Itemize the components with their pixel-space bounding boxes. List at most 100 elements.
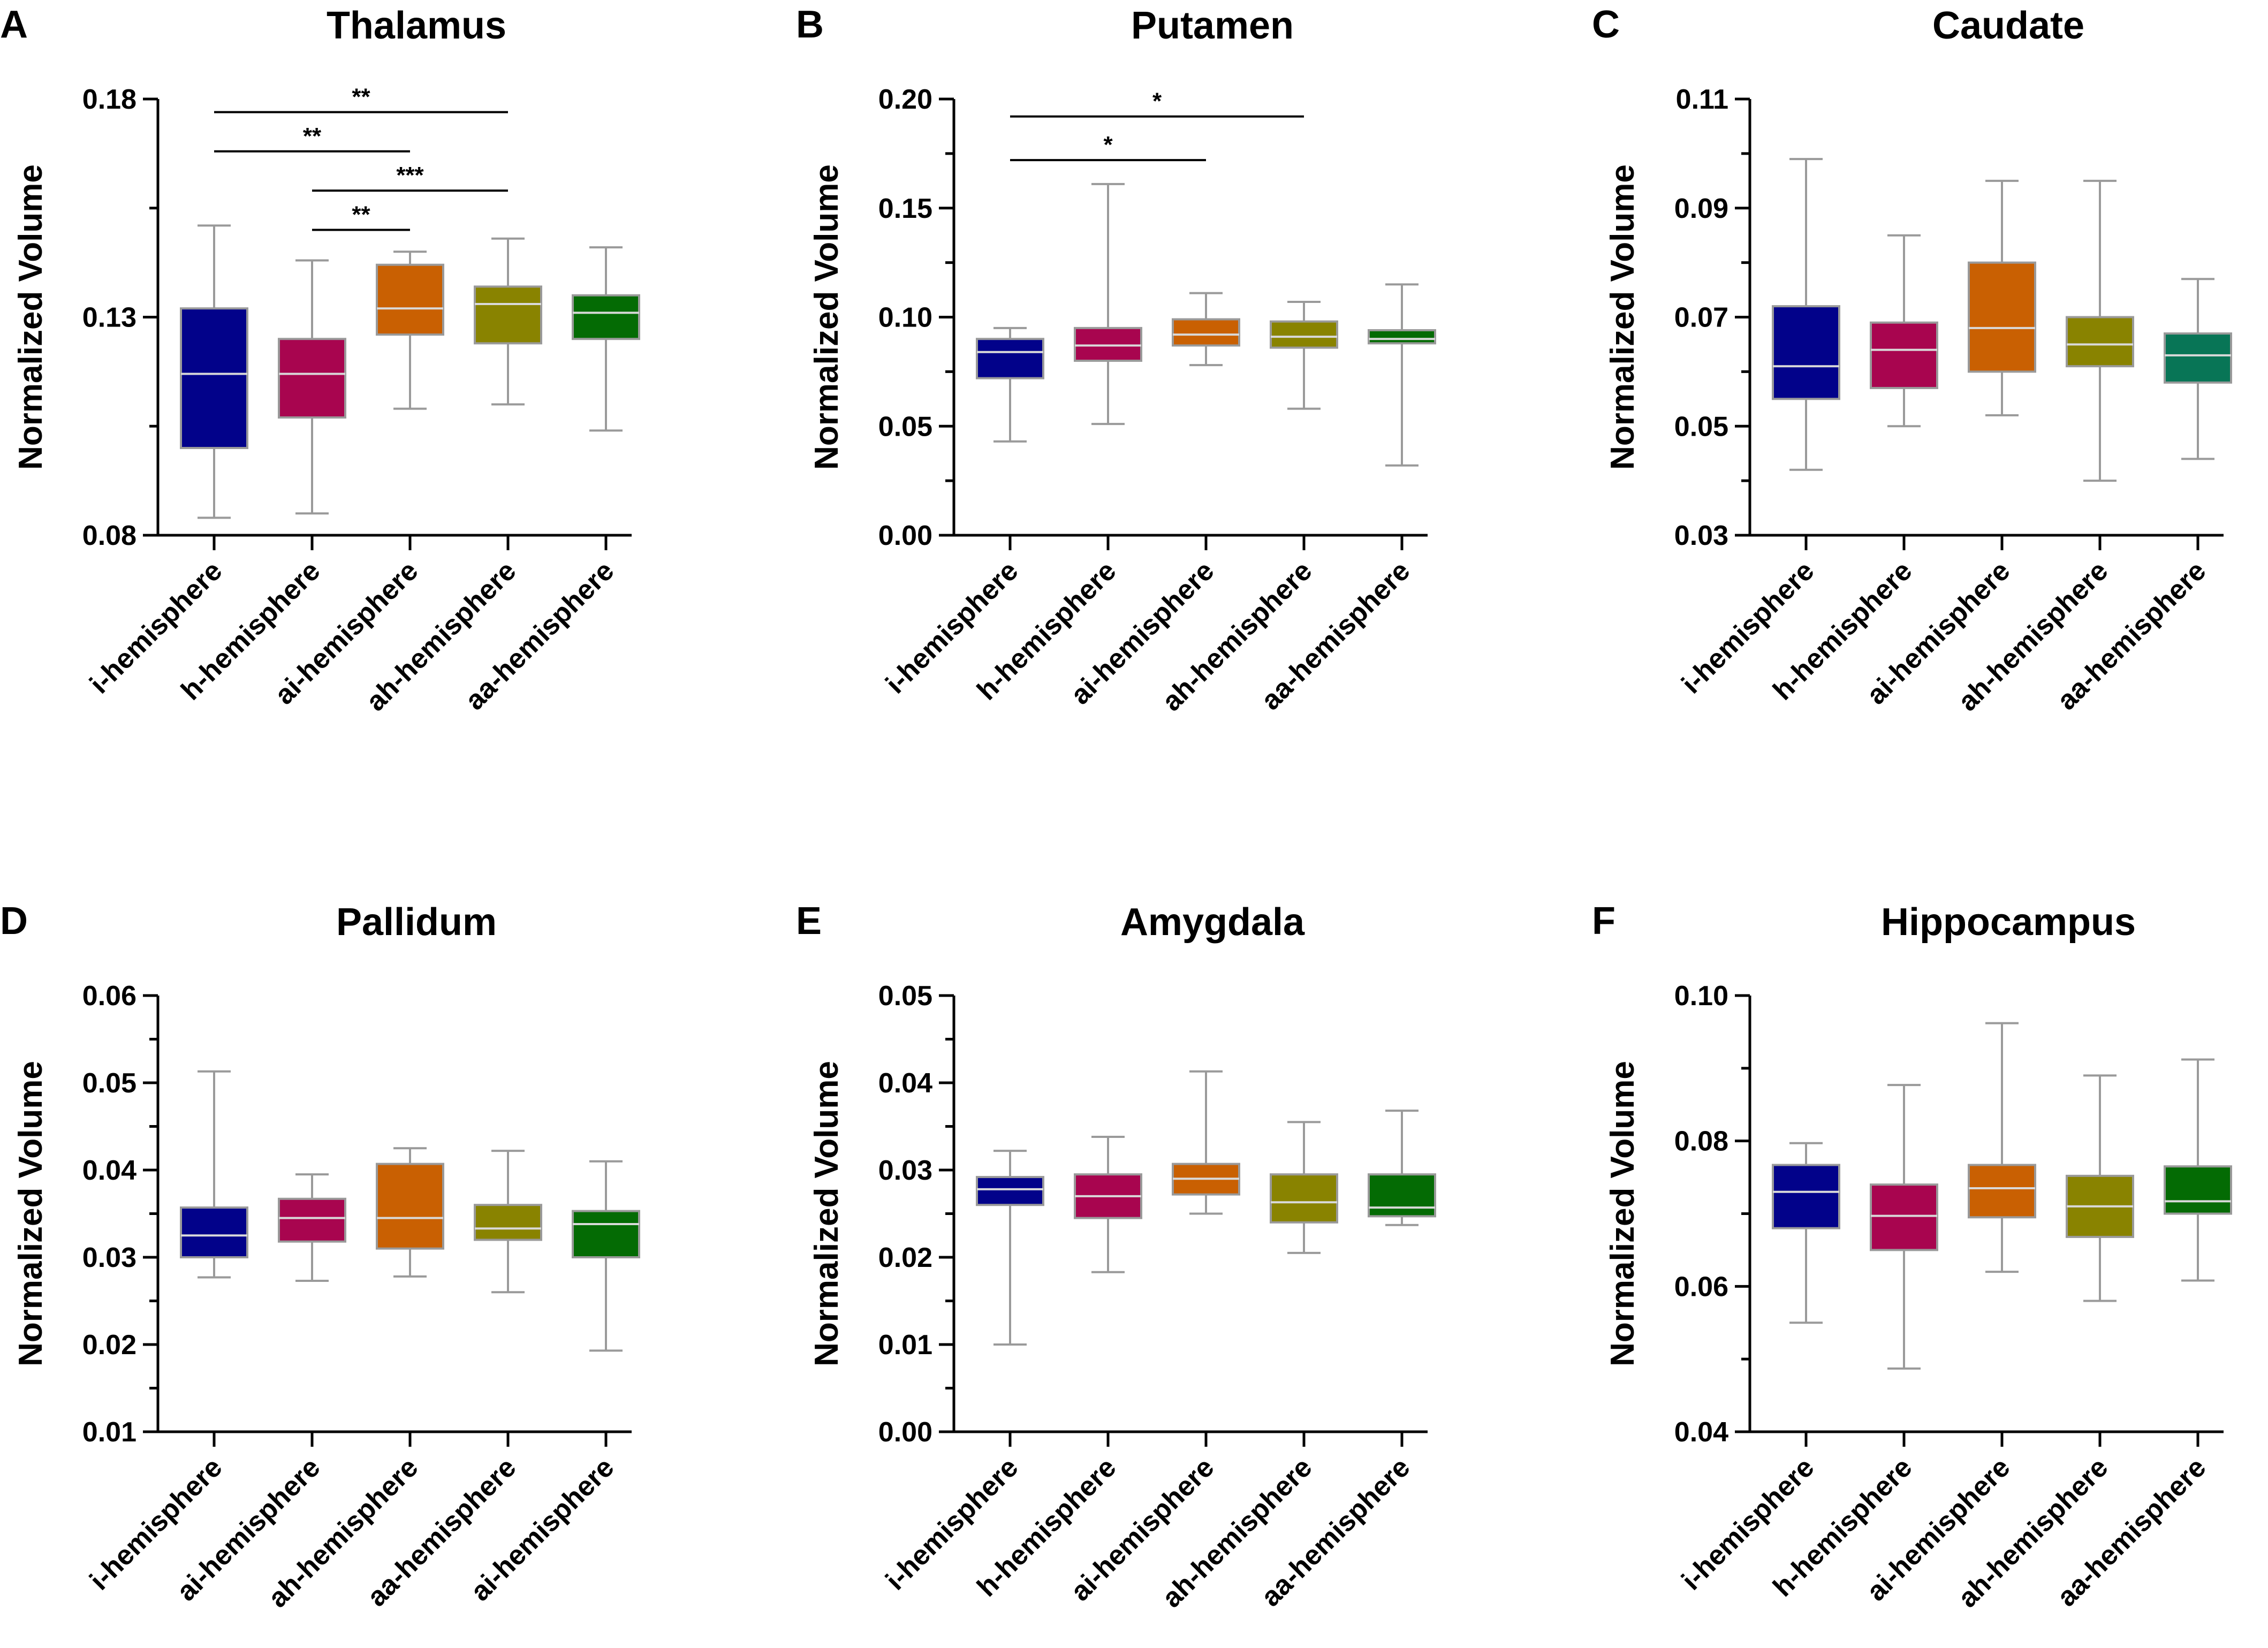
y-tick-label: 0.03 [82,1242,136,1273]
y-tick-label: 0.04 [1674,1417,1728,1448]
box-iqr [1870,321,1938,389]
y-tick-label: 0.04 [82,1155,136,1186]
box-aa-hemisphere [2164,1058,2232,1282]
panel-letter: C [1592,3,1620,46]
box-aa-hemisphere [1368,1110,1436,1226]
y-axis-label: Normalized Volume [808,1061,845,1366]
panel-letter: E [796,900,822,943]
box-ah-hemisphere [2066,1074,2134,1302]
y-tick-label: 0.13 [82,302,136,333]
y-tick-label: 0.05 [878,981,932,1012]
box-iqr [1368,1173,1436,1218]
y-tick-label: 0.04 [878,1068,932,1099]
box-iqr [572,1210,640,1258]
box-iqr [572,294,640,340]
box-i-hemisphere [976,1150,1044,1346]
box-iqr [1772,305,1840,400]
box-iqr [976,338,1044,379]
panel-letter: F [1592,900,1615,943]
panel-b: B Putamen Normalized Volume 0.00 0.05 0.10 0.1… [796,3,1436,717]
y-tick-label: 0.18 [82,84,136,115]
y-tick-label: 0.10 [1674,981,1728,1012]
chart-title: Pallidum [336,901,497,944]
y-tick-label: 0.00 [878,520,932,551]
y-tick-label: 0.07 [1674,302,1728,333]
y-axis-label: Normalized Volume [1604,1061,1641,1366]
box-iqr [1870,1183,1938,1251]
box-ai-hemisphere [1968,1022,2036,1273]
box-h-hemisphere [1870,234,1938,428]
box-ai-hemisphere [1172,292,1240,367]
y-tick-label: 0.06 [82,981,136,1012]
significance-label: ** [303,123,322,149]
box-ai-hemisphere [572,1160,640,1352]
box-h-hemisphere [1074,1136,1142,1273]
box-i-hemisphere [1772,158,1840,471]
box-iqr [2066,316,2134,368]
box-ah-hemisphere [1270,300,1338,410]
y-tick-label: 0.08 [82,520,136,551]
y-tick-label: 0.05 [878,411,932,442]
y-tick-label: 0.02 [878,1242,932,1273]
box-ai-hemisphere [278,1173,346,1282]
box-ah-hemisphere [376,1147,444,1278]
box-iqr [1968,261,2036,373]
box-iqr [1270,1173,1338,1224]
y-tick-label: 0.03 [878,1155,932,1186]
y-tick-label: 0.09 [1674,193,1728,224]
box-h-hemisphere [1074,183,1142,426]
box-ah-hemisphere [474,237,542,406]
y-tick-label: 0.08 [1674,1126,1728,1157]
y-tick-label: 0.00 [878,1417,932,1448]
box-iqr [976,1176,1044,1206]
box-i-hemisphere [180,1070,248,1279]
box-iqr [1368,329,1436,345]
panel-e: E Amygdala Normalized Volume 0.00 0.01 0.02 0.… [796,900,1436,1614]
box-iqr [278,338,346,419]
panel-letter: A [0,3,28,46]
y-axis-label: Normalized Volume [12,1061,49,1366]
y-tick-label: 0.15 [878,193,932,224]
y-axis-label: Normalized Volume [1604,164,1641,470]
chart-title: Thalamus [327,4,506,47]
panel-f: F Hippocampus Normalized Volume 0.04 0.06 0.0… [1592,900,2232,1614]
y-tick-label: 0.02 [82,1330,136,1361]
significance-label: * [1152,88,1162,115]
box-i-hemisphere [180,224,248,519]
y-tick-label: 0.11 [1676,84,1728,115]
chart-title: Caudate [1932,4,2084,47]
y-tick-label: 0.01 [82,1417,136,1448]
box-i-hemisphere [1772,1142,1840,1324]
box-iqr [180,307,248,449]
significance-label: *** [396,162,424,188]
y-tick-label: 0.01 [878,1330,932,1361]
box-iqr [2164,1165,2232,1215]
box-ah-hemisphere [2066,179,2134,482]
box-iqr [1968,1164,2036,1219]
panel-c: C Caudate Normalized Volume 0.03 0.05 0.07 0.0… [1592,3,2232,717]
box-iqr [2164,332,2232,384]
box-iqr [1074,326,1142,362]
box-aa-hemisphere [2164,278,2232,460]
y-tick-label: 0.03 [1674,520,1728,551]
y-tick-label: 0.06 [1674,1271,1728,1302]
y-tick-label: 0.10 [878,302,932,333]
box-iqr [180,1206,248,1259]
panel-letter: B [796,3,824,46]
box-h-hemisphere [278,259,346,515]
y-tick-label: 0.05 [1674,411,1728,442]
box-ah-hemisphere [1270,1121,1338,1254]
significance-label: ** [352,83,370,110]
box-iqr [1270,320,1338,349]
box-iqr [278,1197,346,1243]
box-iqr [376,263,444,336]
box-aa-hemisphere [1368,283,1436,467]
box-iqr [474,1204,542,1241]
significance-label: ** [352,202,370,228]
panel-d: D Pallidum Normalized Volume 0.01 0.02 0.03 0.… [0,900,640,1614]
box-iqr [376,1163,444,1250]
panel-letter: D [0,900,28,943]
y-tick-label: 0.20 [878,84,932,115]
